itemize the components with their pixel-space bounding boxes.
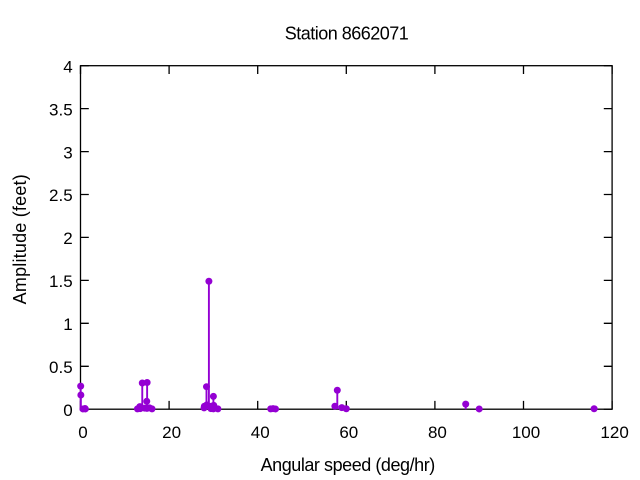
svg-text:Station 8662071: Station 8662071 bbox=[285, 23, 409, 43]
svg-text:2.5: 2.5 bbox=[49, 186, 73, 205]
svg-text:1.5: 1.5 bbox=[49, 272, 73, 291]
svg-text:100: 100 bbox=[512, 423, 540, 442]
svg-text:4: 4 bbox=[63, 57, 72, 76]
svg-text:2: 2 bbox=[63, 229, 72, 248]
svg-text:Angular speed (deg/hr): Angular speed (deg/hr) bbox=[261, 455, 435, 475]
svg-text:0: 0 bbox=[63, 401, 72, 420]
svg-text:0: 0 bbox=[78, 423, 87, 442]
svg-text:120: 120 bbox=[600, 423, 628, 442]
svg-text:3: 3 bbox=[63, 143, 72, 162]
svg-text:40: 40 bbox=[251, 423, 270, 442]
svg-text:20: 20 bbox=[162, 423, 181, 442]
svg-text:60: 60 bbox=[339, 423, 358, 442]
svg-text:0.5: 0.5 bbox=[49, 358, 73, 377]
svg-text:80: 80 bbox=[428, 423, 447, 442]
svg-text:1: 1 bbox=[63, 315, 72, 334]
svg-text:Amplitude (feet): Amplitude (feet) bbox=[10, 174, 30, 304]
svg-text:3.5: 3.5 bbox=[49, 100, 73, 119]
